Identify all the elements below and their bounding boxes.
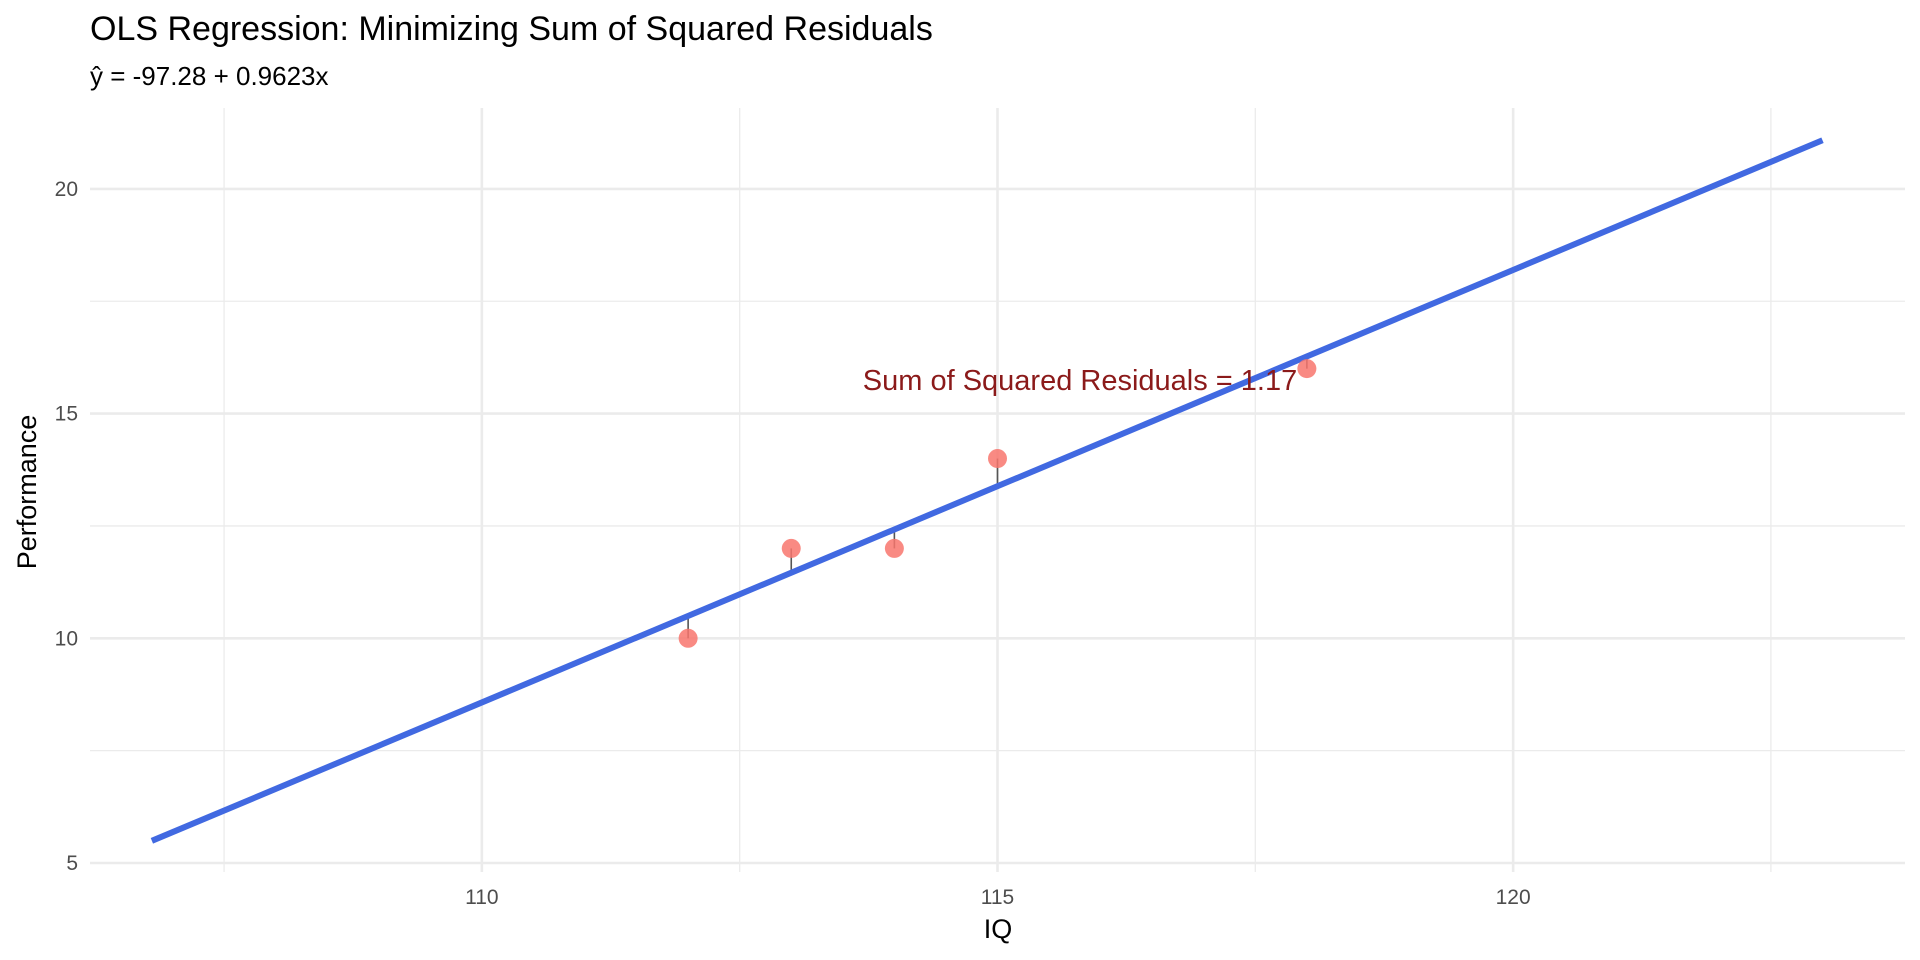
y-tick-label: 5 [66,852,78,875]
x-axis-title: IQ [984,914,1013,944]
y-tick-label: 20 [55,178,78,201]
data-point [1297,359,1317,379]
chart-title: OLS Regression: Minimizing Sum of Square… [90,10,933,48]
x-tick-label: 120 [1496,886,1531,909]
x-tick-label: 115 [981,886,1014,909]
data-point [884,538,904,558]
ssr-annotation: Sum of Squared Residuals = 1.17 [863,365,1297,397]
data-points [678,359,1317,648]
major-gridlines [90,108,1905,872]
y-tick-label: 10 [55,627,78,650]
regression-line [150,137,1824,844]
y-tick-label: 15 [55,403,78,426]
data-point [678,628,698,648]
tick-labels: 110 115 120 5 10 15 20 [55,178,1531,909]
x-tick-label: 110 [465,886,498,909]
data-point [988,449,1007,469]
data-point [781,538,801,558]
y-axis-title: Performance [12,415,42,570]
chart-subtitle: ŷ = -97.28 + 0.9623x [90,61,329,91]
